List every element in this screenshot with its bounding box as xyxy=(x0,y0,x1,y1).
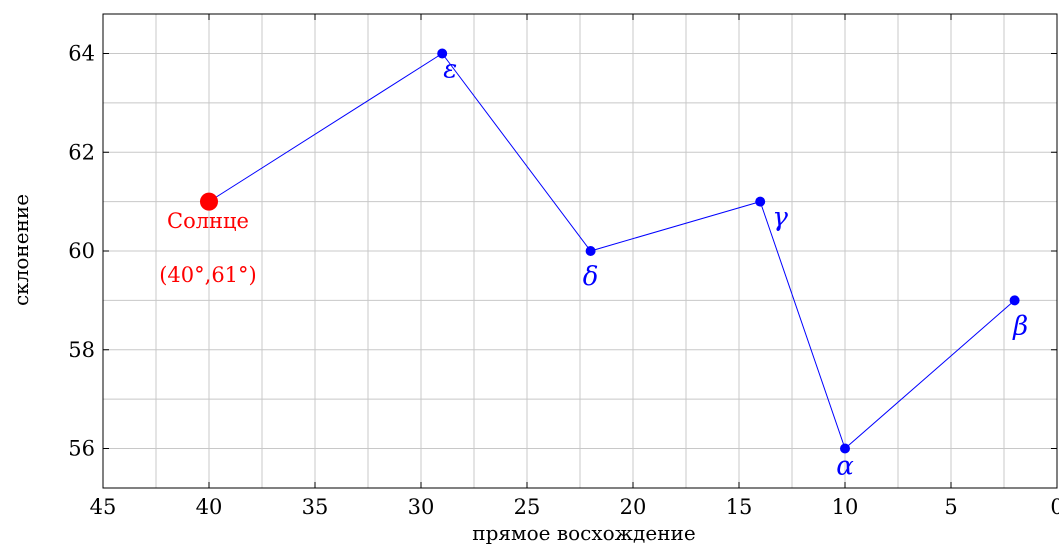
chart-grid xyxy=(102,14,1058,488)
star-marker xyxy=(1009,295,1020,306)
star-label: β xyxy=(1012,311,1028,341)
x-tick-label: 15 xyxy=(726,495,753,519)
x-tick-label: 0 xyxy=(1050,495,1059,519)
axis-ticks: 45 40 35 30 25 20 15 10 5 0 56 58 60 62 64 xyxy=(68,14,1059,519)
y-tick-label: 64 xyxy=(68,42,95,66)
x-tick-label: 40 xyxy=(196,495,223,519)
x-tick-label: 5 xyxy=(944,495,957,519)
star-marker xyxy=(755,196,766,207)
x-tick-label: 25 xyxy=(514,495,541,519)
point-labels: ε δ γ α β xyxy=(443,55,1028,482)
x-tick-label: 10 xyxy=(832,495,859,519)
x-tick-label: 20 xyxy=(620,495,647,519)
y-tick-label: 62 xyxy=(68,140,95,164)
y-tick-label: 58 xyxy=(68,338,95,362)
x-axis-title: прямое восхождение xyxy=(472,521,695,545)
star-label: ε xyxy=(443,55,457,85)
star-marker xyxy=(437,48,448,59)
series-line xyxy=(208,52,1015,450)
y-tick-label: 60 xyxy=(68,239,95,263)
x-tick-label: 35 xyxy=(302,495,329,519)
data-series xyxy=(200,48,1020,454)
y-tick-label: 56 xyxy=(68,437,95,461)
star-marker xyxy=(585,246,596,256)
star-marker xyxy=(840,443,850,454)
star-label: γ xyxy=(772,203,788,233)
x-tick-label: 45 xyxy=(90,495,117,519)
star-label: δ xyxy=(583,262,599,292)
sun-coords-label: (40°,61°) xyxy=(159,263,257,287)
x-tick-label: 30 xyxy=(408,495,435,519)
star-label: α xyxy=(836,452,854,482)
sun-name-label: Солнце xyxy=(167,209,249,233)
y-axis-title: склонение xyxy=(9,194,33,306)
sun-marker xyxy=(200,192,218,211)
